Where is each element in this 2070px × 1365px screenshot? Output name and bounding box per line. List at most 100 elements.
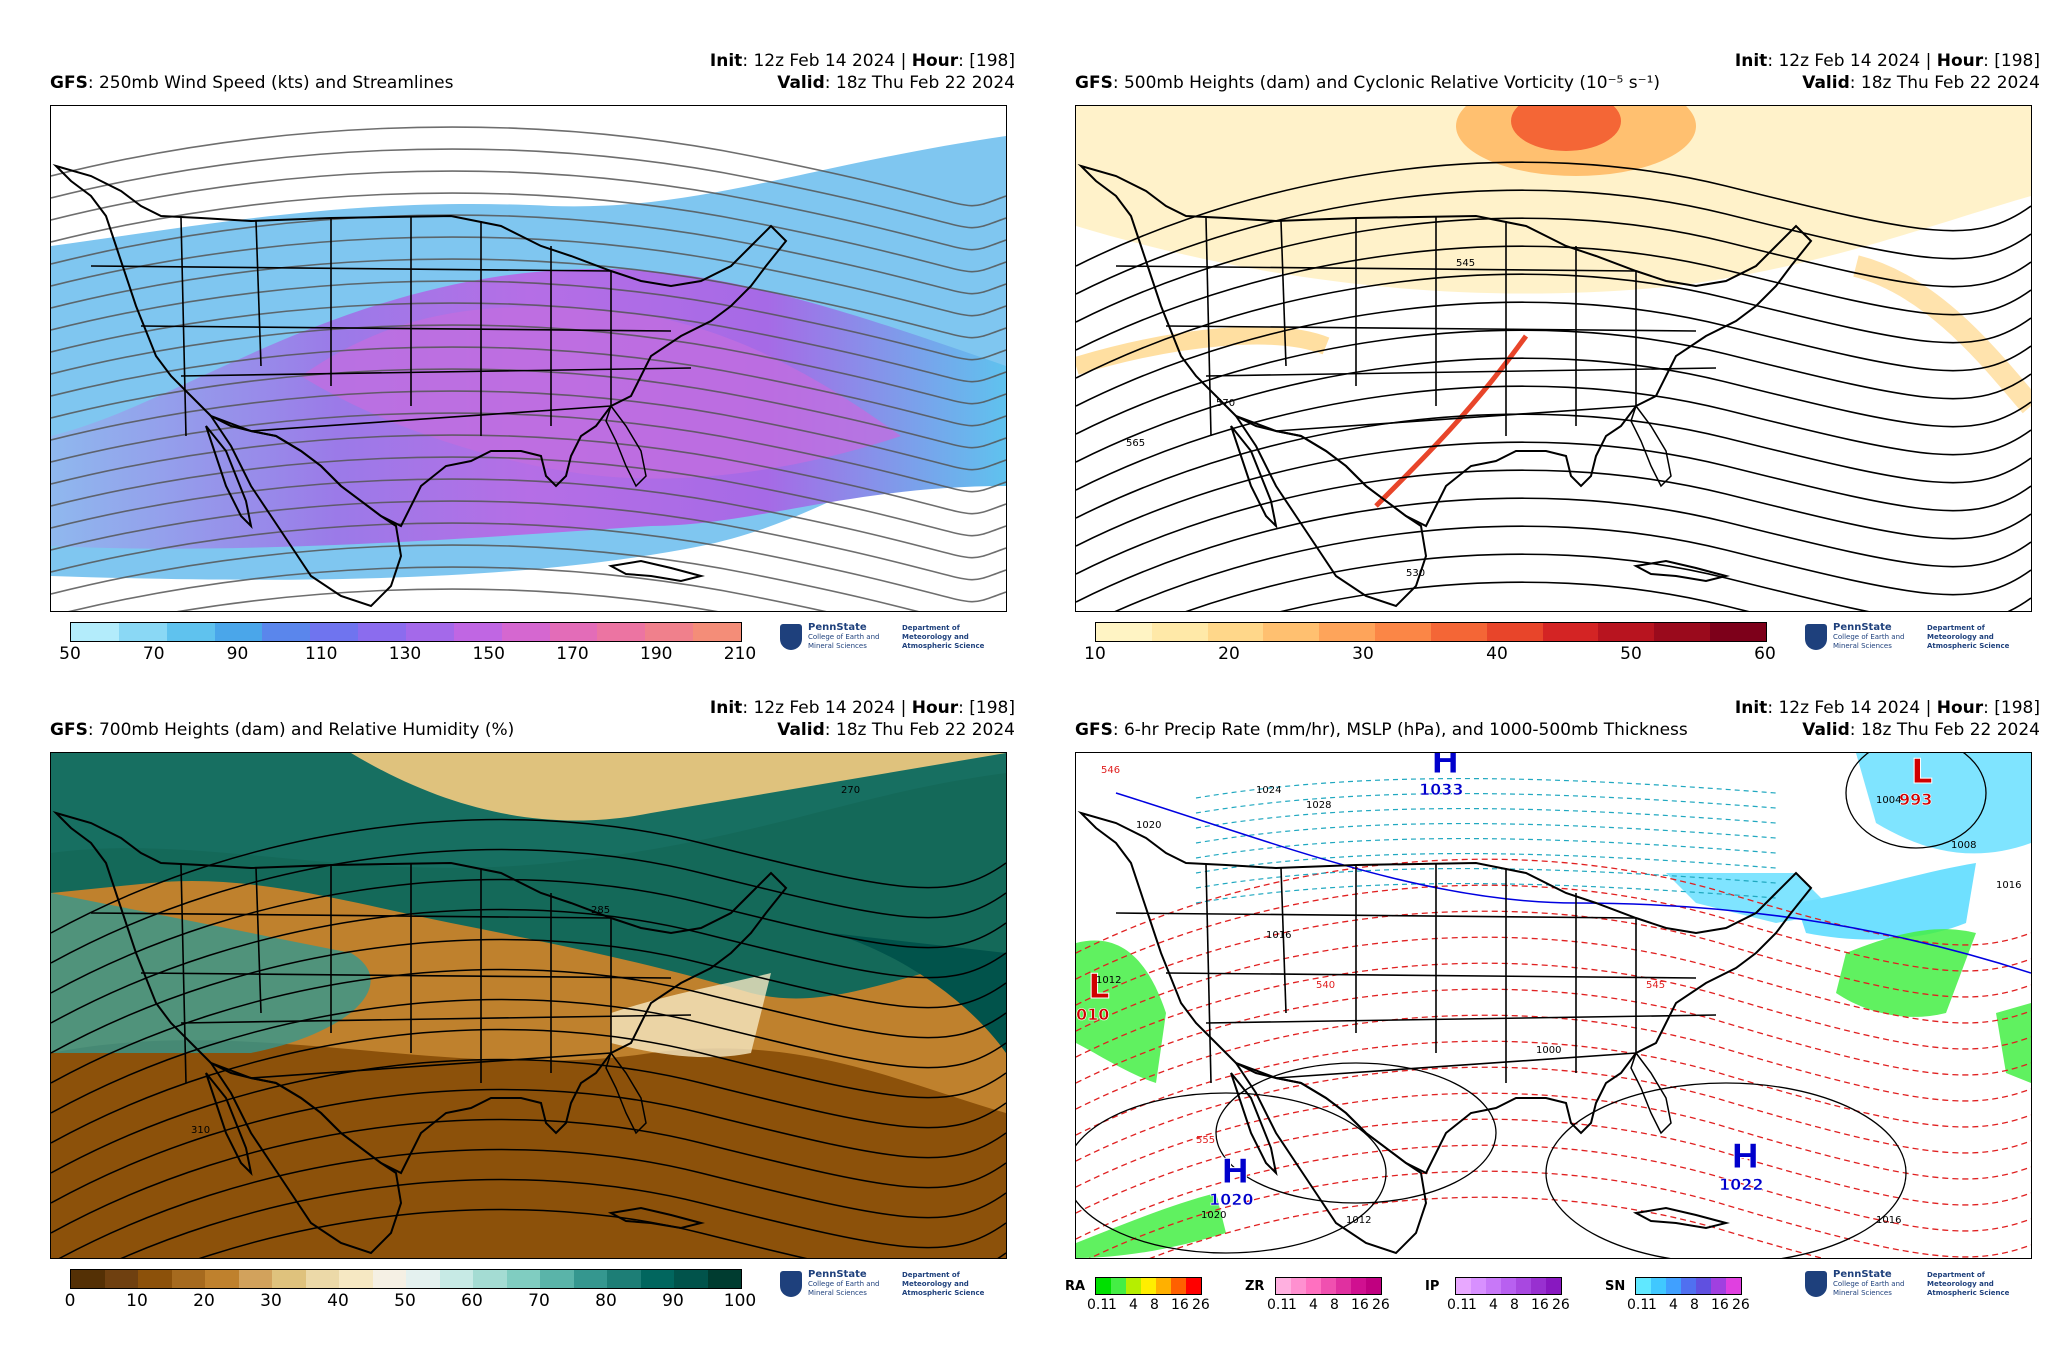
- hour-label: Hour: [1936, 51, 1984, 71]
- colorbar-swatch: [607, 1270, 641, 1288]
- precip-colorbar: [1455, 1277, 1562, 1295]
- precip-tick: 26: [1732, 1297, 1750, 1313]
- precip-colorbar: [1095, 1277, 1202, 1295]
- precip-tick: 16: [1531, 1297, 1549, 1313]
- hour-label: Hour: [911, 51, 959, 71]
- precip-tick: 4: [1669, 1297, 1678, 1313]
- logo-college: College of Earth and Mineral Sciences: [1833, 633, 1905, 650]
- colorbar-tick: 60: [1754, 644, 1776, 664]
- isobar-label: 1016: [1996, 880, 2021, 891]
- colorbar-swatch: [1151, 623, 1208, 641]
- precip-swatch: [1516, 1278, 1531, 1294]
- hour-value: : [198]: [958, 698, 1015, 718]
- valid-line: Valid: 18z Thu Feb 22 2024: [1802, 72, 2040, 94]
- pennstate-logo: PennState College of Earth and Mineral Sc…: [780, 622, 1005, 656]
- logo-dept: Department of Meteorology and Atmospheri…: [1927, 624, 2010, 650]
- precip-swatch: [1321, 1278, 1336, 1294]
- nittany-lion-shield-icon: [780, 624, 802, 650]
- panel-250mb-wind: Init: 12z Feb 14 2024 | Hour: [198] Valid…: [50, 50, 1050, 690]
- init-label: Init: [709, 51, 743, 71]
- map-svg: 270 285 310: [51, 753, 1006, 1258]
- precip-swatch: [1141, 1278, 1156, 1294]
- colorbar-tick: 30: [1352, 644, 1374, 664]
- colorbar-swatch: [166, 623, 215, 641]
- colorbar-tick: 40: [1486, 644, 1508, 664]
- colorbar: [1095, 622, 1767, 642]
- colorbar-tick: 50: [1620, 644, 1642, 664]
- map-svg: 545 565 570 530: [1076, 106, 2031, 611]
- colorbar-swatch: [506, 1270, 540, 1288]
- precip-tick: 26: [1552, 1297, 1570, 1313]
- title-text: : 700mb Heights (dam) and Relative Humid…: [87, 720, 515, 740]
- precip-swatch: [1696, 1278, 1711, 1294]
- precip-tick: 1: [1468, 1297, 1477, 1313]
- colorbar-swatch: [1654, 623, 1711, 641]
- precip-tick: 16: [1711, 1297, 1729, 1313]
- colorbar-swatch: [501, 623, 550, 641]
- precip-tick: 26: [1192, 1297, 1210, 1313]
- colorbar-swatch: [1375, 623, 1431, 641]
- colorbar-swatch: [1486, 623, 1543, 641]
- colorbar-swatch: [439, 1270, 473, 1288]
- precip-swatch: [1306, 1278, 1321, 1294]
- pressure-center-letter: H: [1221, 1152, 1249, 1192]
- precip-colorbar: [1275, 1277, 1382, 1295]
- pressure-center-letter: H: [1431, 753, 1459, 782]
- panel-500mb-vorticity: Init: 12z Feb 14 2024 | Hour: [198] Valid…: [1075, 50, 2070, 690]
- isobar-label: 1000: [1536, 1045, 1561, 1056]
- colorbar-swatch: [1096, 623, 1152, 641]
- height-contour-label: 310: [191, 1125, 210, 1136]
- valid-line: Valid: 18z Thu Feb 22 2024: [1802, 719, 2040, 741]
- colorbar-swatch: [1319, 623, 1376, 641]
- height-contour-label: 530: [1406, 568, 1425, 579]
- colorbar: [70, 622, 742, 642]
- precip-swatch: [1531, 1278, 1546, 1294]
- height-contour-label: 270: [841, 785, 860, 796]
- init-hour-line: Init: 12z Feb 14 2024 | Hour: [198]: [1735, 697, 2040, 719]
- init-value: : 12z Feb 14 2024 |: [1767, 698, 1937, 718]
- precip-swatch: [1096, 1278, 1111, 1294]
- precip-swatch: [1111, 1278, 1126, 1294]
- precip-swatch: [1336, 1278, 1351, 1294]
- logo-name: PennState: [808, 622, 867, 633]
- precip-type-label: ZR: [1245, 1279, 1265, 1294]
- init-value: : 12z Feb 14 2024 |: [742, 698, 912, 718]
- colorbar-tick: 130: [388, 644, 422, 664]
- colorbar-tick: 10: [126, 1291, 148, 1311]
- isobar-label: 1028: [1306, 800, 1331, 811]
- colorbar: [70, 1269, 742, 1289]
- init-label: Init: [709, 698, 743, 718]
- colorbar-swatch: [118, 623, 167, 641]
- colorbar-swatch: [406, 623, 454, 641]
- panel-precip-mslp: Init: 12z Feb 14 2024 | Hour: [198] Valid…: [1065, 697, 2070, 1337]
- precip-swatch: [1351, 1278, 1366, 1294]
- map-area: 545 565 570 530: [1075, 105, 2032, 612]
- precip-swatch: [1651, 1278, 1666, 1294]
- colorbar-swatch: [1542, 623, 1599, 641]
- colorbar-swatch: [549, 623, 598, 641]
- colorbar-swatch: [358, 623, 407, 641]
- colorbar-swatch: [171, 1270, 205, 1288]
- isobar-label: 1016: [1266, 930, 1291, 941]
- precip-tick: 0.1: [1267, 1297, 1290, 1313]
- colorbar-swatch: [597, 623, 646, 641]
- colorbar-swatch: [1207, 623, 1264, 641]
- init-value: : 12z Feb 14 2024 |: [1767, 51, 1937, 71]
- nittany-lion-shield-icon: [1805, 624, 1827, 650]
- colorbar-swatch: [238, 1270, 272, 1288]
- logo-name: PennState: [1833, 1269, 1892, 1280]
- pennstate-logo: PennState College of Earth and Mineral Sc…: [780, 1269, 1005, 1303]
- colorbar-swatch: [473, 1270, 507, 1288]
- colorbar-tick: 30: [260, 1291, 282, 1311]
- logo-name: PennState: [808, 1269, 867, 1280]
- colorbar-swatch: [71, 623, 119, 641]
- logo-college: College of Earth and Mineral Sciences: [1833, 1280, 1905, 1297]
- precip-swatch: [1171, 1278, 1186, 1294]
- colorbar-tick: 50: [59, 644, 81, 664]
- isobar-label: 1008: [1951, 840, 1976, 851]
- colorbar-swatch: [1598, 623, 1655, 641]
- panel-title: GFS: 500mb Heights (dam) and Cyclonic Re…: [1075, 72, 1660, 94]
- title-text: : 500mb Heights (dam) and Cyclonic Relat…: [1112, 73, 1661, 93]
